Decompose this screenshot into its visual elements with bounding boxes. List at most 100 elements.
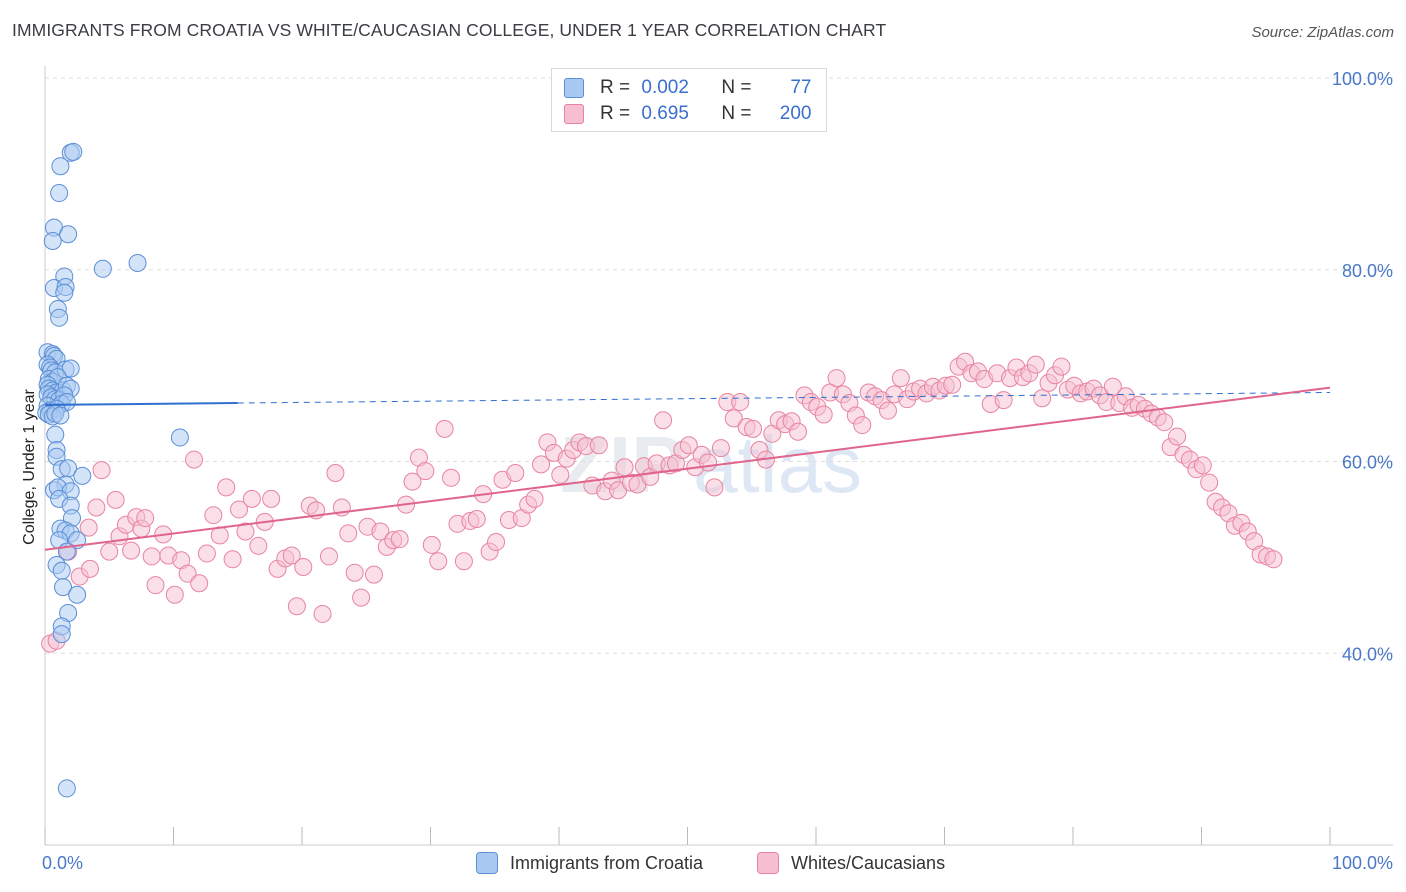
white-caucasian-point (891, 369, 910, 388)
white-caucasian-point (403, 472, 422, 491)
white-caucasian-point (429, 552, 448, 571)
croatia-point (51, 406, 70, 425)
white-caucasian-point (79, 518, 98, 537)
legend-r-label: R = (600, 77, 631, 98)
croatia-point (53, 578, 72, 597)
bottom-legend-label: Immigrants from Croatia (510, 852, 704, 873)
white-caucasian-point (1103, 377, 1122, 396)
legend-swatch-pink (564, 104, 584, 124)
white-caucasian-point (589, 436, 608, 455)
white-caucasian-point (416, 462, 435, 481)
white-caucasian-point (789, 422, 808, 441)
white-caucasian-point (878, 401, 897, 420)
croatia-point (128, 254, 147, 273)
white-caucasian-point (1264, 550, 1283, 569)
white-caucasian-point (178, 564, 197, 583)
white-caucasian-point (442, 468, 461, 487)
white-caucasian-point (711, 439, 730, 458)
croatia-point (64, 142, 83, 161)
white-caucasian-point (1200, 473, 1219, 492)
white-caucasian-point (532, 455, 551, 474)
white-caucasian-point (352, 588, 371, 607)
white-caucasian-point (744, 419, 763, 438)
croatia-point (93, 259, 112, 278)
white-caucasian-point (339, 524, 358, 543)
y-tick-label: 100.0% (1332, 69, 1393, 89)
white-caucasian-point (87, 498, 106, 517)
white-caucasian-point (217, 478, 236, 497)
croatia-point (55, 283, 74, 302)
white-caucasian-point (236, 522, 255, 541)
source-label: Source: ZipAtlas.com (1251, 24, 1394, 41)
white-caucasian-point (142, 547, 161, 566)
bottom-swatch-blue (476, 852, 498, 874)
y-tick-label: 40.0% (1342, 644, 1393, 664)
legend-r-value: 0.695 (641, 103, 689, 124)
legend-row-white: R = 0.695 N = 200 (564, 103, 812, 125)
white-caucasian-point (731, 393, 750, 412)
legend-n-value: 77 (790, 77, 812, 98)
white-caucasian-point (853, 416, 872, 435)
white-caucasian-point (705, 478, 724, 497)
white-caucasian-point (319, 547, 338, 566)
croatia-point (61, 359, 80, 378)
legend-n-value: 200 (779, 103, 812, 124)
croatia-trend-line (44, 402, 238, 406)
croatia-point (46, 425, 65, 444)
white-caucasian-point (287, 597, 306, 616)
white-caucasian-point (525, 489, 544, 508)
white-caucasian-point (724, 409, 743, 428)
croatia-point (68, 585, 87, 604)
white-caucasian-point (467, 510, 486, 529)
legend-swatch-blue (564, 78, 584, 98)
white-caucasian-point (242, 489, 261, 508)
white-caucasian-point (364, 565, 383, 584)
y-axis-label: College, Under 1 year (21, 389, 38, 545)
white-caucasian-point (136, 509, 155, 528)
white-caucasian-point (106, 490, 125, 509)
white-caucasian-point (122, 541, 141, 560)
bottom-swatch-pink (757, 852, 779, 874)
white-caucasian-point (92, 461, 111, 480)
white-caucasian-point (699, 453, 718, 472)
white-caucasian-trend-line (44, 386, 1331, 551)
y-tick-label: 80.0% (1342, 261, 1393, 281)
croatia-point (50, 184, 69, 203)
white-caucasian-point (230, 500, 249, 519)
bottom-legend-croatia: Immigrants from Croatia (476, 852, 703, 874)
legend-r-label: R = (600, 103, 631, 124)
white-caucasian-point (454, 552, 473, 571)
white-caucasian-point (1155, 413, 1174, 432)
white-caucasian-point (146, 576, 165, 595)
white-caucasian-point (654, 411, 673, 430)
white-caucasian-point (679, 436, 698, 455)
white-caucasian-point (615, 458, 634, 477)
white-caucasian-point (100, 542, 119, 561)
white-caucasian-point (506, 464, 525, 483)
white-caucasian-point (204, 506, 223, 525)
white-caucasian-point (551, 465, 570, 484)
white-caucasian-point (262, 489, 281, 508)
bottom-legend-label: Whites/Caucasians (791, 852, 946, 873)
white-caucasian-point (80, 559, 99, 578)
white-caucasian-point (223, 550, 242, 569)
croatia-point (43, 231, 62, 250)
white-caucasian-point (185, 450, 204, 469)
croatia-point (52, 561, 71, 580)
white-caucasian-point (345, 563, 364, 582)
white-caucasian-point (1033, 389, 1052, 408)
white-caucasian-point (282, 546, 301, 565)
white-caucasian-point (1193, 456, 1212, 475)
chart-title: IMMIGRANTS FROM CROATIA VS WHITE/CAUCASI… (12, 20, 887, 40)
croatia-point (51, 157, 70, 176)
white-caucasian-point (435, 419, 454, 438)
white-caucasian-point (197, 544, 216, 563)
croatia-point (50, 308, 69, 327)
white-caucasian-point (943, 375, 962, 394)
white-caucasian-point (1052, 357, 1071, 376)
white-caucasian-point (1168, 427, 1187, 446)
legend-row-croatia: R = 0.002 N = 77 (564, 77, 812, 99)
white-caucasian-point (390, 530, 409, 549)
x-tick-label: 100.0% (1332, 853, 1393, 873)
